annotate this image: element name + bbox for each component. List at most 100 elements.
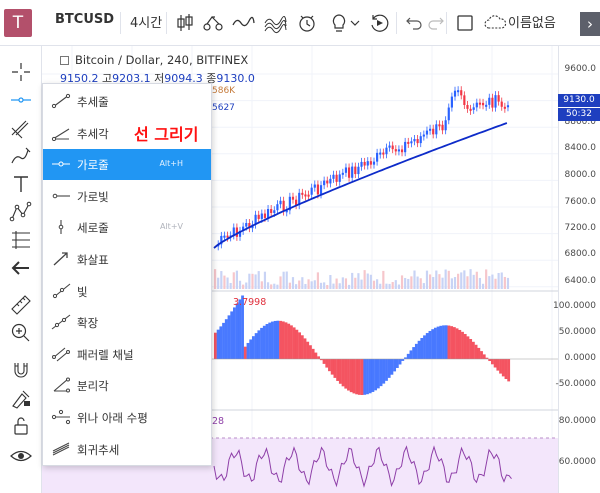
volume-bar xyxy=(481,283,485,289)
interval-selector[interactable]: 4시간 xyxy=(130,16,163,31)
macd-bar xyxy=(230,311,234,359)
candle-body xyxy=(453,90,457,97)
fullscreen-icon[interactable] xyxy=(452,10,478,36)
menu-item-label: 가로빛 xyxy=(77,189,109,204)
volume-bar xyxy=(341,277,344,289)
menu-item-trend-line[interactable]: 추세줄 xyxy=(43,86,211,117)
macd-bar xyxy=(314,352,318,359)
candle-body xyxy=(500,101,503,107)
menu-item-parallel-channel[interactable]: 패러렐 채널 xyxy=(43,339,211,370)
candle-body xyxy=(478,102,482,105)
macd-bar xyxy=(360,359,364,395)
menu-item-disjoint-angle[interactable]: 분리각 xyxy=(43,370,211,401)
layout-name[interactable]: 이름없음 xyxy=(508,16,556,31)
volume-bar xyxy=(397,284,401,289)
volume-bar xyxy=(404,277,407,289)
macd-bar xyxy=(387,359,391,378)
candle-body xyxy=(313,184,316,188)
price-axis[interactable]: 9600.0 8800.0 8400.0 8000.0 7600.0 7200.… xyxy=(553,46,600,493)
macd-bar xyxy=(352,359,356,394)
menu-item-label: 패러렐 채널 xyxy=(77,347,134,362)
templates-icon[interactable] xyxy=(262,10,288,36)
volume-bar xyxy=(444,269,447,289)
redo-icon[interactable] xyxy=(424,10,450,36)
unlock-icon[interactable] xyxy=(8,414,34,438)
chevron-down-icon[interactable] xyxy=(348,10,362,36)
macd-bar xyxy=(469,338,473,359)
collapse-legend-icon[interactable] xyxy=(60,56,69,65)
macd-bar xyxy=(499,359,502,374)
rsi-axis-tick: 80.0000 xyxy=(558,416,596,426)
volume-bar xyxy=(270,284,273,289)
cloud-save-icon[interactable] xyxy=(482,10,508,36)
volume-bar xyxy=(238,280,242,289)
app-logo[interactable]: T xyxy=(4,9,32,37)
annotation-label: 선 그리기 xyxy=(134,125,199,144)
candle-body xyxy=(428,128,432,131)
candle-body xyxy=(494,95,497,108)
indicators-icon[interactable] xyxy=(230,10,256,36)
menu-item-label: 추세각 xyxy=(77,126,109,141)
alert-clock-icon[interactable] xyxy=(294,10,320,36)
ruler-icon[interactable] xyxy=(8,292,34,316)
crosshair-icon[interactable] xyxy=(8,60,34,84)
pattern-tool-icon[interactable] xyxy=(8,200,34,224)
menu-item-vertical-line[interactable]: 세로줄 Alt+V xyxy=(43,212,211,243)
replay-icon[interactable] xyxy=(366,10,392,36)
volume-bar xyxy=(347,284,351,289)
undo-icon[interactable] xyxy=(400,10,426,36)
volume-readout: 586K xyxy=(212,86,236,96)
volume-bar xyxy=(242,284,245,289)
ohlc-close-prefix: 종 xyxy=(206,72,217,85)
macd-bar xyxy=(471,341,475,359)
magnet-icon[interactable] xyxy=(8,358,34,382)
horizontal-line-tool-icon[interactable] xyxy=(8,88,34,112)
candle-body xyxy=(497,95,500,102)
candle-body xyxy=(475,102,478,108)
ma-readout: 5627 xyxy=(212,103,235,113)
symbol-selector[interactable]: BTCUSD xyxy=(55,12,115,27)
macd-bar xyxy=(477,347,481,359)
volume-bar xyxy=(506,277,510,289)
back-arrow-icon[interactable] xyxy=(8,256,34,280)
volume-bar xyxy=(285,271,288,289)
zoom-in-icon[interactable] xyxy=(8,320,34,344)
ideas-bulb-icon[interactable] xyxy=(326,10,352,36)
macd-bar xyxy=(423,335,426,359)
rsi-line xyxy=(213,445,512,488)
volume-bar xyxy=(263,271,267,289)
volume-bar xyxy=(447,270,450,289)
macd-bar xyxy=(404,357,407,359)
eye-icon[interactable] xyxy=(8,444,34,468)
brush-icon[interactable] xyxy=(8,144,34,168)
menu-item-flat-top-bottom[interactable]: 위나 아래 수평 xyxy=(43,402,211,433)
text-tool-icon[interactable] xyxy=(8,172,34,196)
menu-item-regression-trend[interactable]: 회귀추세 xyxy=(43,434,211,465)
expand-arrow-button[interactable]: › xyxy=(580,12,600,36)
menu-item-horizontal-line[interactable]: 가로줄 Alt+H xyxy=(43,149,211,181)
candlestick-type-icon[interactable] xyxy=(172,10,198,36)
candle-body xyxy=(276,204,279,211)
volume-bar xyxy=(351,272,354,289)
volume-bar xyxy=(235,270,238,289)
macd-bar xyxy=(233,307,236,359)
macd-bar xyxy=(374,359,378,391)
fib-tool-icon[interactable] xyxy=(8,116,34,140)
macd-bar xyxy=(338,359,342,384)
candle-body xyxy=(404,141,407,153)
candle-body xyxy=(413,139,416,142)
compare-icon[interactable] xyxy=(200,10,226,36)
lock-drawings-icon[interactable] xyxy=(8,386,34,410)
volume-bar xyxy=(453,277,457,289)
menu-item-trend-angle[interactable]: 추세각 xyxy=(43,118,211,149)
menu-item-ray[interactable]: 빛 xyxy=(43,276,211,307)
menu-item-extended-line[interactable]: 확장 xyxy=(43,307,211,338)
toolbar-divider xyxy=(396,12,397,34)
menu-item-horizontal-ray[interactable]: 가로빛 xyxy=(43,181,211,212)
menu-item-label: 분리각 xyxy=(77,379,109,394)
macd-bar xyxy=(450,326,454,359)
macd-bar xyxy=(276,320,280,359)
menu-item-arrow[interactable]: 화살표 xyxy=(43,244,211,275)
prediction-tool-icon[interactable] xyxy=(8,228,34,252)
macd-bar xyxy=(341,359,345,387)
